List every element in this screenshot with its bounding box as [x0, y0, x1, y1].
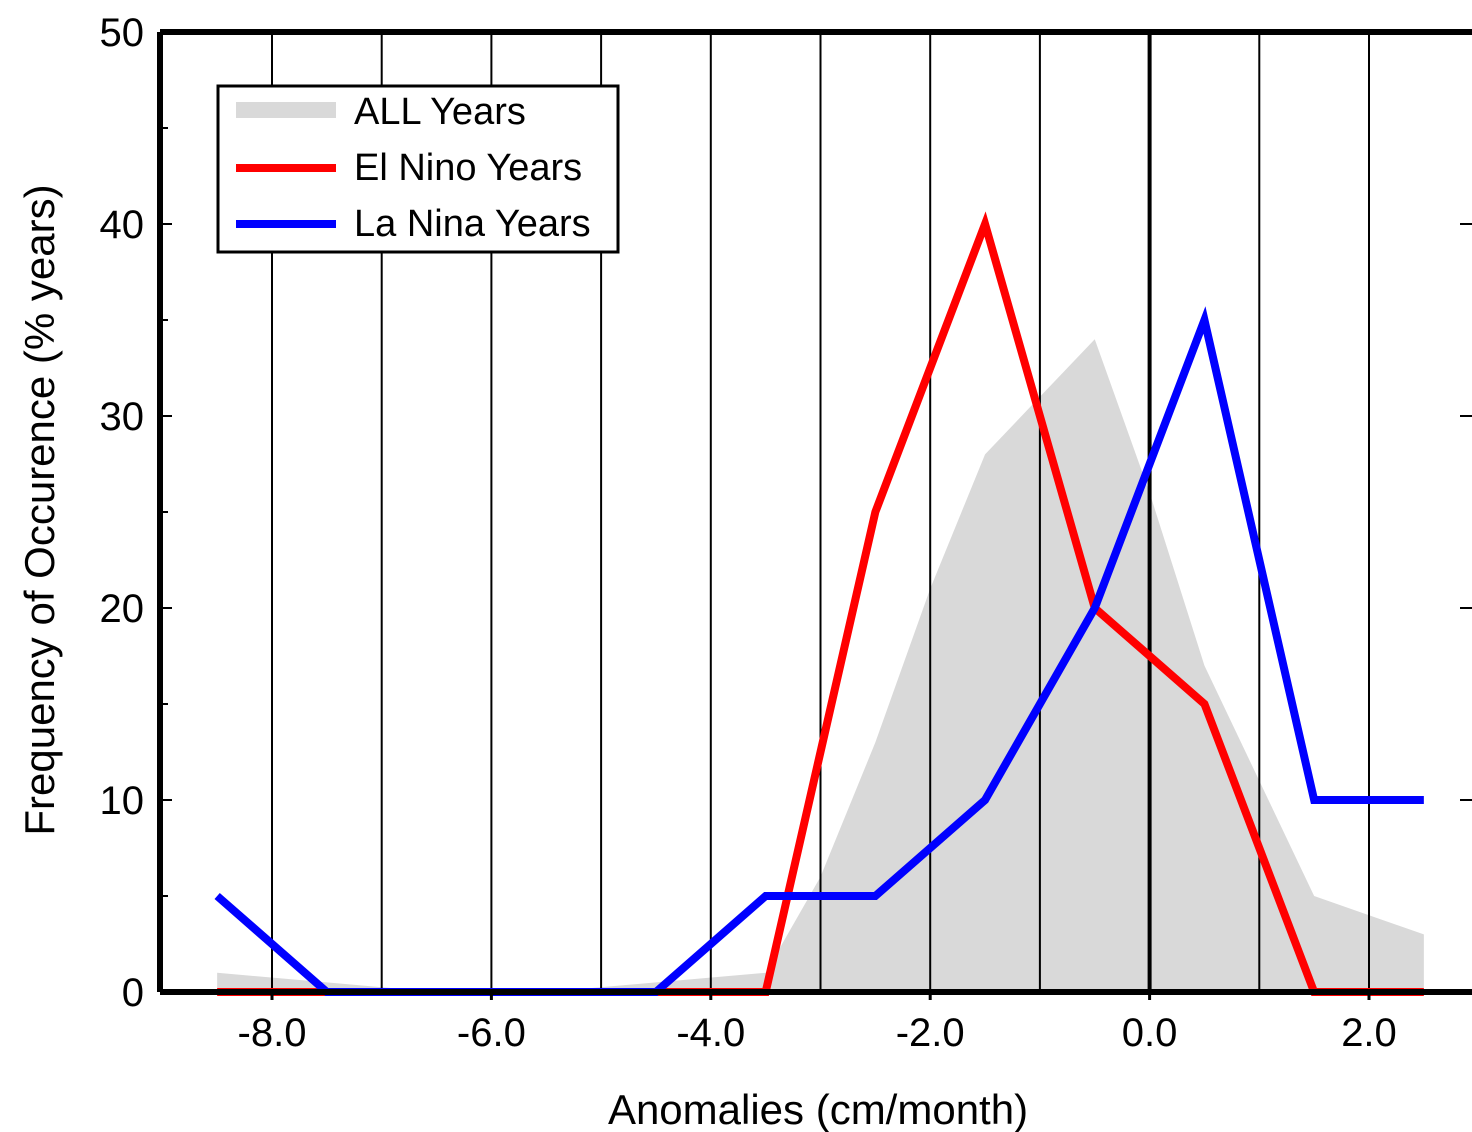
series-area-all-years	[217, 339, 1424, 992]
x-tick-label: 2.0	[1341, 1011, 1397, 1055]
legend: ALL Years El Nino Years La Nina Years	[216, 84, 620, 254]
x-axis-title: Anomalies (cm/month)	[608, 1086, 1028, 1132]
legend-swatch-all-years	[236, 102, 336, 118]
y-tick-label: 10	[100, 779, 145, 823]
y-tick-label: 0	[122, 971, 144, 1015]
area-layer	[217, 339, 1424, 992]
x-tick-label: -6.0	[457, 1011, 526, 1055]
grid-layer	[271, 32, 1370, 992]
legend-label-el-nino: El Nino Years	[354, 147, 582, 189]
y-tick-label: 40	[100, 203, 145, 247]
ticks-layer: 0 10 20 30 40 50 -8.0 -6.0 -4.0 -2.0 0.0 2.0	[100, 11, 1472, 1055]
y-tick-label: 20	[100, 587, 145, 631]
legend-label-la-nina: La Nina Years	[354, 203, 591, 245]
legend-label-all-years: ALL Years	[354, 91, 526, 133]
x-tick-label: -8.0	[238, 1011, 307, 1055]
x-tick-label: -2.0	[896, 1011, 965, 1055]
y-tick-label: 50	[100, 11, 145, 55]
y-tick-label: 30	[100, 395, 145, 439]
y-axis-title: Frequency of Occurence (% years)	[16, 184, 63, 835]
x-tick-label: 0.0	[1122, 1011, 1178, 1055]
x-tick-label: -4.0	[676, 1011, 745, 1055]
